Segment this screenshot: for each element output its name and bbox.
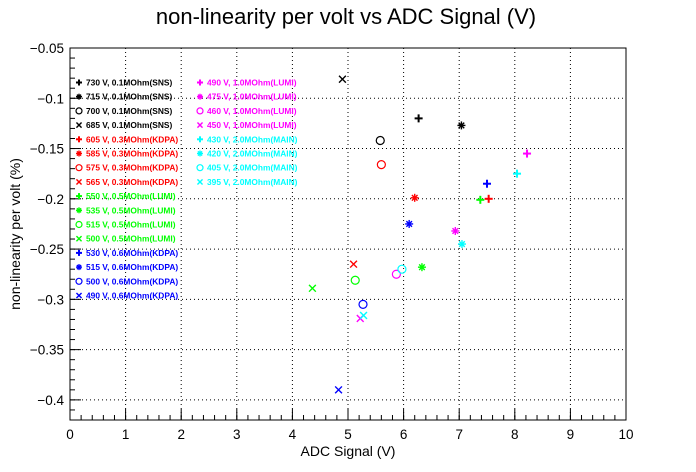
legend-entry: 575 V, 0.3MOhm(KDPA) xyxy=(86,163,178,173)
data-point xyxy=(523,149,532,158)
legend-entry: 565 V, 0.3MOhm(KDPA) xyxy=(86,177,178,187)
legend-marker xyxy=(75,292,83,299)
legend-marker xyxy=(196,178,204,185)
legend-entry: 585 V, 0.3MOhm(KDPA) xyxy=(86,149,178,159)
data-point xyxy=(308,284,317,293)
data-point xyxy=(410,193,419,202)
legend-entry: 490 V, 1.0MOhm(LUMI) xyxy=(207,78,297,88)
y-tick-label: −0.2 xyxy=(37,192,64,207)
legend-marker xyxy=(197,136,203,143)
x-tick-label: 5 xyxy=(344,427,352,442)
y-axis-label: non-linearity per volt (%) xyxy=(7,158,23,310)
data-point xyxy=(359,311,368,320)
x-tick-labels: 0 1 2 3 4 5 6 7 8 9 10 xyxy=(66,427,633,442)
legend-entry: 730 V, 0.1MOhm(SNS) xyxy=(86,78,172,88)
legend-marker xyxy=(76,136,82,143)
x-tick-label: 4 xyxy=(289,427,297,442)
legend-marker xyxy=(196,164,204,172)
data-point xyxy=(513,169,522,178)
data-points xyxy=(308,75,532,394)
legend-marker xyxy=(76,264,82,271)
legend-marker xyxy=(76,93,82,100)
legend-entry: 535 V, 0.5MOhm(LUMI) xyxy=(86,205,176,215)
axis-ticks xyxy=(69,47,627,421)
data-point xyxy=(417,263,426,272)
legend-marker xyxy=(197,93,203,100)
legend-entry: 500 V, 0.5MOhm(LUMI) xyxy=(86,234,176,244)
data-point xyxy=(484,194,493,203)
legend-entry: 475 V, 1.0MOhm(LUMI) xyxy=(207,92,297,102)
legend-marker xyxy=(75,277,83,285)
x-tick-label: 0 xyxy=(66,427,74,442)
legend-entry: 685 V, 0.1MOhm(SNS) xyxy=(86,120,172,130)
legend-marker xyxy=(197,150,203,157)
legend-entry: 450 V, 1.0MOhm(LUMI) xyxy=(207,120,297,130)
legend-marker xyxy=(197,79,203,86)
legend-marker xyxy=(76,207,82,214)
legend-entry: 430 V, 2.0MOhm(MAIN) xyxy=(207,134,298,144)
legend-marker xyxy=(75,178,83,185)
legend-entry: 530 V, 0.6MOhm(KDPA) xyxy=(86,248,178,258)
y-tick-label: −0.1 xyxy=(37,91,64,106)
legend-marker xyxy=(75,122,83,129)
data-point xyxy=(376,160,386,170)
y-tick-label: −0.4 xyxy=(37,393,64,408)
x-axis-label: ADC Signal (V) xyxy=(301,443,396,459)
data-point xyxy=(457,121,466,130)
legend-marker xyxy=(75,220,83,229)
legend-entry: 500 V, 0.6MOhm(KDPA) xyxy=(86,276,178,286)
data-point xyxy=(397,264,407,274)
legend-marker xyxy=(76,193,82,200)
chart-title: non-linearity per volt vs ADC Signal (V) xyxy=(156,4,536,29)
data-point xyxy=(414,114,423,123)
data-point xyxy=(476,195,485,204)
data-point xyxy=(334,385,343,394)
data-point xyxy=(451,226,460,235)
y-tick-label: −0.35 xyxy=(30,343,64,358)
legend-marker xyxy=(76,79,82,86)
x-tick-label: 7 xyxy=(455,427,463,442)
x-tick-label: 10 xyxy=(618,427,633,442)
legend-entry: 395 V, 2.0MOhm(MAIN) xyxy=(207,177,298,187)
legend-marker xyxy=(196,107,204,115)
x-tick-label: 1 xyxy=(122,427,130,442)
legend: 730 V, 0.1MOhm(SNS) 715 V, 0.1MOhm(SNS) 70… xyxy=(75,78,298,301)
x-tick-label: 9 xyxy=(567,427,575,442)
legend-marker xyxy=(76,150,82,157)
data-point xyxy=(405,219,414,228)
legend-marker xyxy=(75,164,83,172)
legend-marker xyxy=(75,235,83,242)
data-point xyxy=(457,240,466,249)
legend-entry: 605 V, 0.3MOhm(KDPA) xyxy=(86,134,178,144)
legend-entry: 700 V, 0.1MOhm(SNS) xyxy=(86,106,172,116)
data-point xyxy=(338,75,347,84)
y-tick-label: −0.05 xyxy=(30,41,64,56)
legend-marker xyxy=(75,107,83,115)
y-tick-label: −0.3 xyxy=(37,292,64,307)
legend-marker xyxy=(196,122,204,129)
y-tick-label: −0.25 xyxy=(30,242,64,257)
y-tick-label: −0.15 xyxy=(30,142,64,157)
data-point xyxy=(358,299,368,309)
data-point xyxy=(391,269,401,279)
legend-entry: 550 V, 0.5MOhm(LUMI) xyxy=(86,191,176,201)
legend-entry: 515 V, 0.5MOhm(LUMI) xyxy=(86,220,176,230)
x-tick-label: 3 xyxy=(233,427,241,442)
data-point xyxy=(349,260,358,269)
x-tick-label: 8 xyxy=(511,427,519,442)
x-tick-label: 6 xyxy=(400,427,408,442)
x-tick-label: 2 xyxy=(177,427,185,442)
legend-entry: 405 V, 2.0MOhm(MAIN) xyxy=(207,163,298,173)
data-point xyxy=(375,135,385,146)
y-tick-labels: −0.4 −0.35 −0.3 −0.25 −0.2 −0.15 −0.1 −0.05 xyxy=(30,41,65,408)
legend-entry: 460 V, 1.0MOhm(LUMI) xyxy=(207,106,297,116)
legend-entry: 490 V, 0.6MOhm(KDPA) xyxy=(86,291,178,301)
data-point xyxy=(483,179,491,188)
legend-entry: 715 V, 0.1MOhm(SNS) xyxy=(86,92,172,102)
legend-marker xyxy=(76,249,82,256)
data-point xyxy=(350,275,360,285)
legend-entry: 515 V, 0.6MOhm(KDPA) xyxy=(86,262,178,272)
legend-entry: 420 V, 2.0MOhm(MAIN) xyxy=(207,149,298,159)
